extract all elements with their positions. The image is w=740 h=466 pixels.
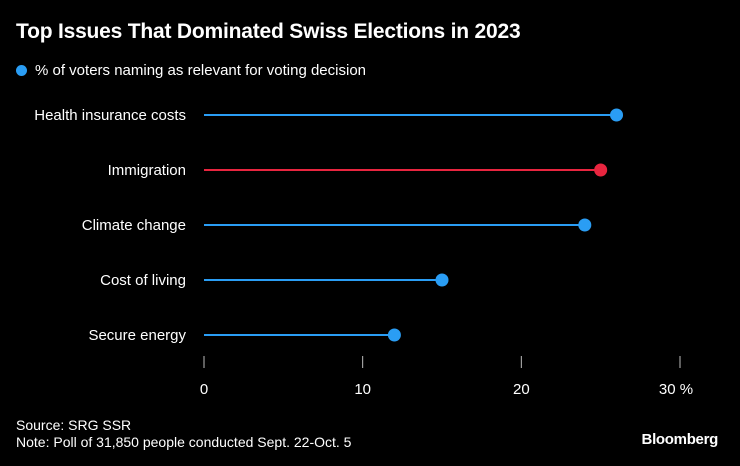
lollipop-point [578,218,592,232]
x-tick-label: 30 % [659,381,693,398]
legend-marker [16,65,27,76]
category-label: Cost of living [100,272,186,289]
x-tick-label: 10 [354,381,371,398]
x-tick-label: 20 [513,381,530,398]
lollipop-point [610,108,624,122]
category-label: Climate change [82,217,186,234]
category-label: Immigration [108,162,186,179]
chart-title: Top Issues That Dominated Swiss Election… [16,20,521,43]
legend-label: % of voters naming as relevant for votin… [35,62,367,79]
category-label: Health insurance costs [34,107,186,124]
lollipop-point [435,273,449,287]
source-note: Source: SRG SSR [16,417,132,433]
bloomberg-logo: Bloomberg [641,431,719,448]
category-label: Secure energy [88,327,186,344]
x-tick-label: 0 [200,381,208,398]
lollipop-point [387,328,401,342]
footnote: Note: Poll of 31,850 people conducted Se… [16,434,352,450]
lollipop-point [594,163,608,177]
legend: % of voters naming as relevant for votin… [16,62,366,79]
